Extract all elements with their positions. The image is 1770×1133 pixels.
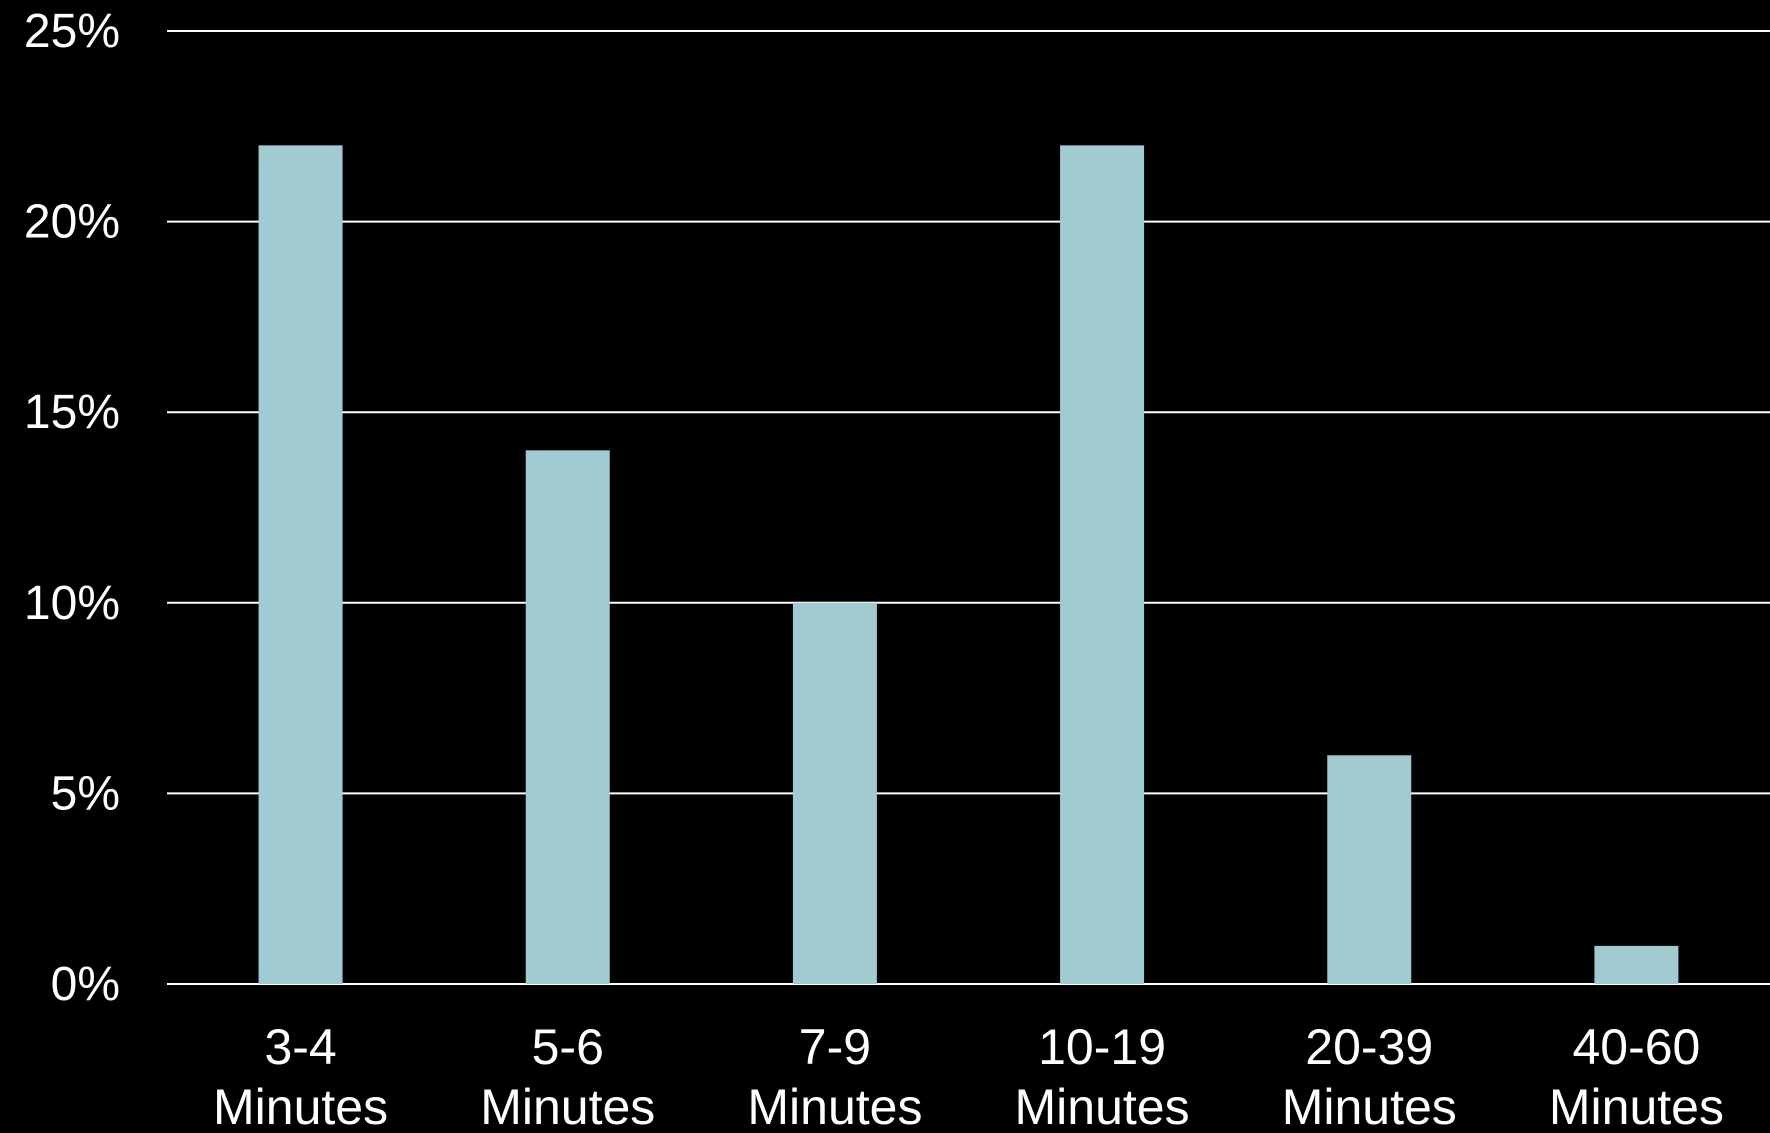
category-unit-label: Minutes — [213, 1079, 388, 1133]
y-tick-label: 20% — [24, 196, 120, 249]
category-unit-label: Minutes — [1549, 1079, 1724, 1133]
bar — [1327, 755, 1412, 984]
y-axis-tick-labels: 0% 5% 10% 15% 20% 25% — [24, 5, 120, 1011]
bar — [1060, 145, 1145, 985]
category-range-label: 10-19 — [1038, 1019, 1166, 1075]
category-unit-label: Minutes — [1015, 1079, 1190, 1133]
x-tick-label: 3-4 Minutes — [213, 1019, 388, 1133]
x-tick-label: 5-6 Minutes — [480, 1019, 655, 1133]
x-tick-label: 10-19 Minutes — [1015, 1019, 1190, 1133]
y-tick-label: 10% — [24, 577, 120, 630]
y-tick-label: 0% — [51, 958, 120, 1011]
x-tick-label: 40-60 Minutes — [1549, 1019, 1724, 1133]
category-range-label: 7-9 — [799, 1019, 871, 1075]
gridlines — [167, 30, 1770, 985]
y-tick-label: 25% — [24, 5, 120, 58]
category-range-label: 20-39 — [1305, 1019, 1433, 1075]
category-unit-label: Minutes — [480, 1079, 655, 1133]
bar — [792, 602, 877, 984]
x-tick-label: 7-9 Minutes — [747, 1019, 922, 1133]
y-tick-label: 15% — [24, 386, 120, 439]
bar — [525, 450, 610, 984]
category-range-label: 5-6 — [532, 1019, 604, 1075]
category-unit-label: Minutes — [747, 1079, 922, 1133]
y-tick-label: 5% — [51, 767, 120, 820]
bars — [258, 145, 1679, 985]
bar — [258, 145, 343, 985]
x-tick-label: 20-39 Minutes — [1282, 1019, 1457, 1133]
category-range-label: 3-4 — [264, 1019, 336, 1075]
category-range-label: 40-60 — [1572, 1019, 1700, 1075]
bar — [1594, 945, 1679, 984]
category-unit-label: Minutes — [1282, 1079, 1457, 1133]
